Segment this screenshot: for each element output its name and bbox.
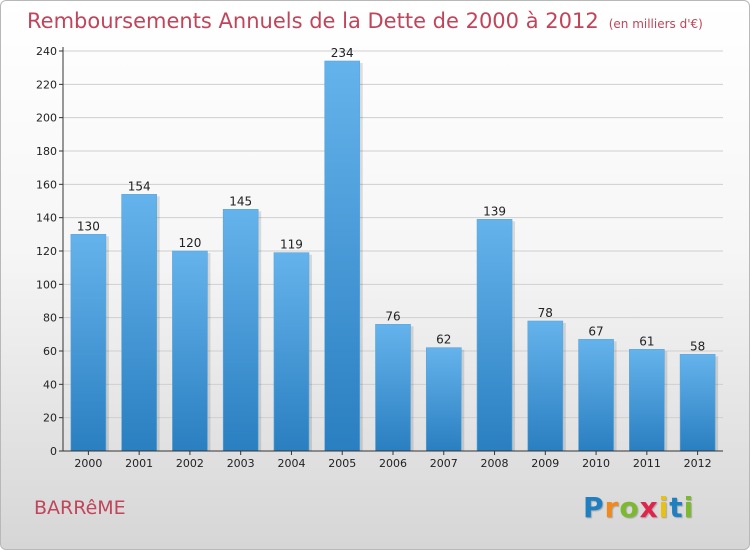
bar xyxy=(476,219,513,452)
y-tick-label: 200 xyxy=(36,112,57,125)
x-tick-label: 2003 xyxy=(227,457,255,470)
labels: 0 20 40 60 80 100 120 140 160 180 200 220 240 130 2000… xyxy=(36,45,712,470)
bar xyxy=(273,252,310,452)
logo-letter: t xyxy=(669,491,684,524)
x-tick-label: 2011 xyxy=(633,457,661,470)
logo-letter: P xyxy=(583,491,605,524)
logo-letter: r xyxy=(604,491,620,524)
x-tick-label: 2010 xyxy=(582,457,610,470)
bar xyxy=(375,324,411,452)
y-tick-label: 100 xyxy=(36,278,57,291)
y-tick-label: 180 xyxy=(36,145,57,158)
bar-value-label: 61 xyxy=(639,334,654,348)
bar xyxy=(324,60,361,452)
bar xyxy=(222,209,259,452)
x-tick-label: 2004 xyxy=(277,457,305,470)
x-tick-label: 2009 xyxy=(531,457,559,470)
chart-title: Remboursements Annuels de la Dette de 20… xyxy=(27,9,703,33)
logo-letter: o xyxy=(619,491,640,524)
x-tick-label: 2007 xyxy=(430,457,458,470)
bars xyxy=(70,60,719,452)
logo-letter: i xyxy=(658,491,670,524)
bar-value-label: 67 xyxy=(588,324,603,338)
bar-value-label: 58 xyxy=(690,339,705,353)
proxiti-logo: Proxiti xyxy=(583,491,694,524)
y-tick-label: 60 xyxy=(43,345,57,358)
bar xyxy=(527,320,564,452)
axes xyxy=(59,47,723,455)
x-tick-label: 2005 xyxy=(328,457,356,470)
y-tick-label: 120 xyxy=(36,245,57,258)
y-tick-label: 140 xyxy=(36,212,57,225)
x-tick-label: 2002 xyxy=(176,457,204,470)
bar-value-label: 145 xyxy=(229,194,252,208)
bar-value-label: 154 xyxy=(128,179,151,193)
bar xyxy=(679,354,716,452)
y-tick-label: 40 xyxy=(43,378,57,391)
bar xyxy=(121,194,157,452)
x-tick-label: 2012 xyxy=(684,457,712,470)
bar xyxy=(172,250,208,452)
logo-letter: i xyxy=(683,491,695,524)
y-tick-label: 240 xyxy=(36,45,57,58)
x-tick-label: 2008 xyxy=(481,457,509,470)
y-tick-label: 80 xyxy=(43,312,57,325)
bar-value-label: 76 xyxy=(385,309,400,323)
bar xyxy=(629,349,665,452)
logo-letter: x xyxy=(639,491,659,524)
bar-value-label: 78 xyxy=(538,306,553,320)
x-tick-label: 2006 xyxy=(379,457,407,470)
y-tick-label: 0 xyxy=(50,445,57,458)
y-tick-label: 160 xyxy=(36,178,57,191)
x-tick-label: 2000 xyxy=(74,457,102,470)
bar xyxy=(425,347,462,452)
bar-value-label: 62 xyxy=(436,333,451,347)
x-tick-label: 2001 xyxy=(125,457,153,470)
place-name: BARRêME xyxy=(34,497,126,519)
y-tick-label: 20 xyxy=(43,412,57,425)
chart-title-main: Remboursements Annuels de la Dette de 20… xyxy=(27,9,599,33)
bar xyxy=(578,339,614,452)
bar xyxy=(70,234,107,452)
y-tick-label: 220 xyxy=(36,78,57,91)
bar-value-label: 120 xyxy=(178,236,201,250)
bar-value-label: 119 xyxy=(280,238,303,252)
bar-value-label: 234 xyxy=(331,46,354,60)
chart-title-unit: (en milliers d'€) xyxy=(608,17,703,31)
bar-value-label: 139 xyxy=(483,204,506,218)
bar-value-label: 130 xyxy=(77,219,100,233)
